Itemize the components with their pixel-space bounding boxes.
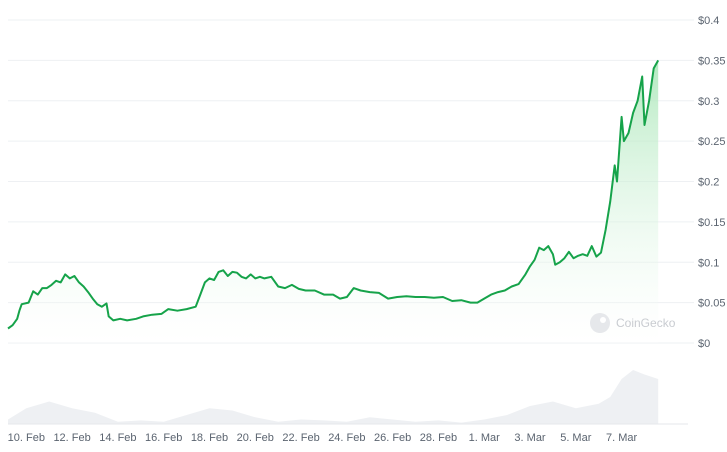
watermark-text: CoinGecko — [616, 316, 676, 330]
coingecko-logo-icon — [590, 313, 610, 333]
y-tick-label: $0.25 — [698, 136, 726, 148]
volume-series-area — [8, 370, 659, 424]
x-tick-label: 28. Feb — [420, 432, 457, 444]
x-tick-label: 14. Feb — [99, 432, 136, 444]
grid-lines — [8, 19, 694, 344]
price-series — [7, 59, 660, 344]
watermark: CoinGecko — [590, 313, 676, 333]
y-tick-label: $0.3 — [698, 96, 719, 108]
y-tick-label: $0.4 — [698, 15, 719, 27]
y-tick-label: $0.1 — [698, 257, 719, 269]
y-tick-label: $0.2 — [698, 177, 719, 189]
y-tick-label: $0.35 — [698, 55, 726, 67]
x-tick-label: 10. Feb — [8, 432, 45, 444]
x-tick-label: 7. Mar — [606, 432, 638, 444]
price-area-fill — [8, 60, 659, 344]
y-tick-label: $0.05 — [698, 298, 726, 310]
x-axis-ticks: 10. Feb 12. Feb 14. Feb 16. Feb 18. Feb 20. F… — [8, 432, 638, 444]
y-axis-ticks: $0 $0.05 $0.1 $0.15 $0.2 $0.25 $0.3 $0.35 $0.4 — [698, 15, 726, 350]
x-tick-label: 18. Feb — [191, 432, 228, 444]
x-tick-label: 16. Feb — [145, 432, 182, 444]
x-tick-label: 20. Feb — [237, 432, 274, 444]
coingecko-logo-eye-icon — [600, 317, 606, 323]
x-tick-label: 3. Mar — [514, 432, 546, 444]
volume-area — [8, 370, 688, 425]
x-tick-label: 26. Feb — [374, 432, 411, 444]
x-tick-label: 22. Feb — [282, 432, 319, 444]
x-tick-label: 12. Feb — [53, 432, 90, 444]
x-tick-label: 5. Mar — [560, 432, 592, 444]
y-tick-label: $0.15 — [698, 217, 726, 229]
y-tick-label: $0 — [698, 338, 710, 350]
x-tick-label: 24. Feb — [328, 432, 365, 444]
price-line — [7, 59, 660, 330]
x-tick-label: 1. Mar — [469, 432, 501, 444]
